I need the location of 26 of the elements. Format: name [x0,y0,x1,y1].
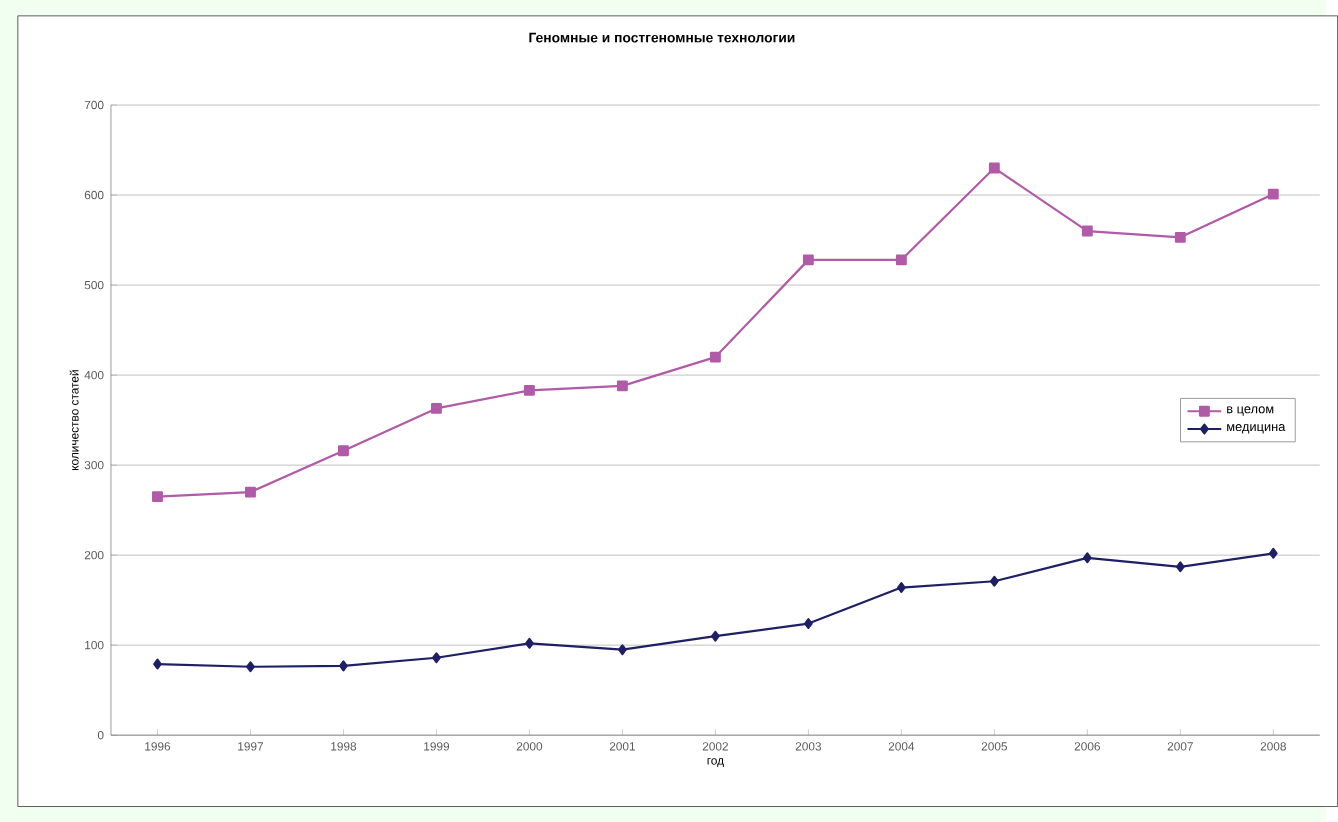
point [897,581,906,593]
point [338,445,349,456]
point [339,660,348,672]
point [153,658,162,670]
point [1081,225,1093,237]
point [432,652,441,664]
point [618,644,627,655]
point [245,486,256,498]
point [246,661,255,673]
point [804,617,813,629]
point [709,351,721,363]
point [525,637,534,649]
point [989,575,999,587]
point [1174,231,1186,243]
point [1175,561,1185,573]
point [802,254,814,266]
point [1268,547,1278,559]
point [1082,552,1092,564]
point [430,402,442,414]
point [711,630,720,642]
point [523,384,535,396]
point [988,162,1000,174]
point [152,490,163,502]
point [616,380,628,392]
point [895,254,907,266]
point [1267,188,1279,200]
